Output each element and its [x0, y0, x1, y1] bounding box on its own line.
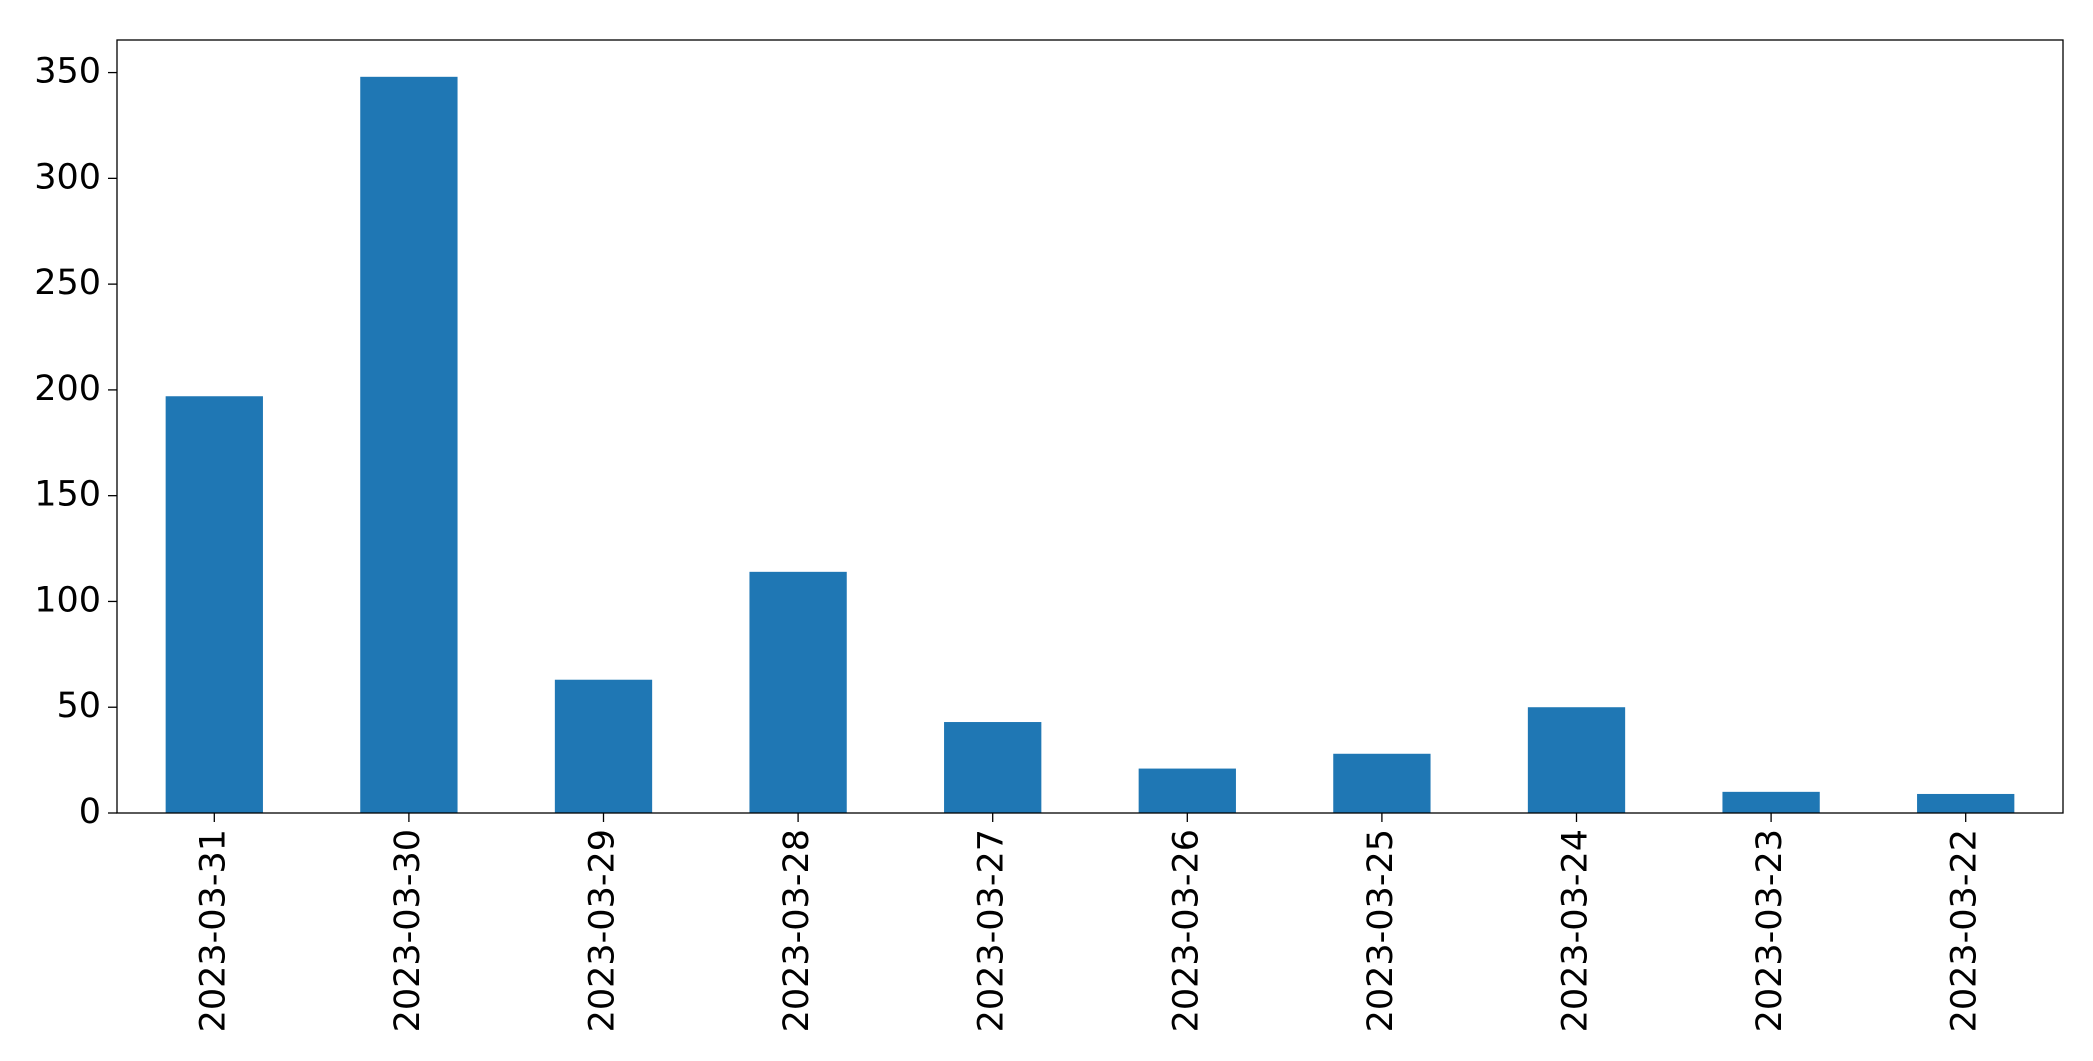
x-tick-label: 2023-03-30: [388, 829, 428, 1032]
x-tick-label: 2023-03-23: [1750, 829, 1790, 1032]
x-tick-label: 2023-03-26: [1166, 829, 1206, 1032]
bar: [1333, 753, 1431, 813]
x-tick-label: 2023-03-24: [1556, 829, 1596, 1032]
y-tick-label: 200: [34, 369, 101, 409]
y-tick-label: 50: [56, 686, 101, 726]
y-tick-label: 100: [34, 580, 101, 620]
bar: [1917, 793, 2015, 813]
bar: [165, 396, 263, 813]
y-tick-label: 350: [34, 52, 101, 92]
x-tick-label: 2023-03-27: [972, 829, 1012, 1032]
y-tick-label: 250: [34, 263, 101, 303]
x-tick-label: 2023-03-25: [1361, 829, 1401, 1032]
x-tick-label: 2023-03-28: [777, 829, 817, 1032]
bar: [554, 679, 653, 813]
bar: [944, 722, 1042, 813]
x-tick-label: 2023-03-22: [1945, 829, 1985, 1032]
y-tick-label: 300: [34, 157, 101, 197]
plot-frame: [116, 39, 2064, 814]
bar: [1722, 791, 1820, 813]
y-tick-label: 0: [79, 792, 101, 832]
bar: [1138, 768, 1236, 813]
bar: [1527, 707, 1626, 813]
x-tick-label: 2023-03-31: [193, 829, 233, 1032]
bar: [749, 571, 847, 813]
y-tick-label: 150: [34, 475, 101, 515]
x-tick-label: 2023-03-29: [583, 829, 623, 1032]
bar: [360, 76, 458, 814]
